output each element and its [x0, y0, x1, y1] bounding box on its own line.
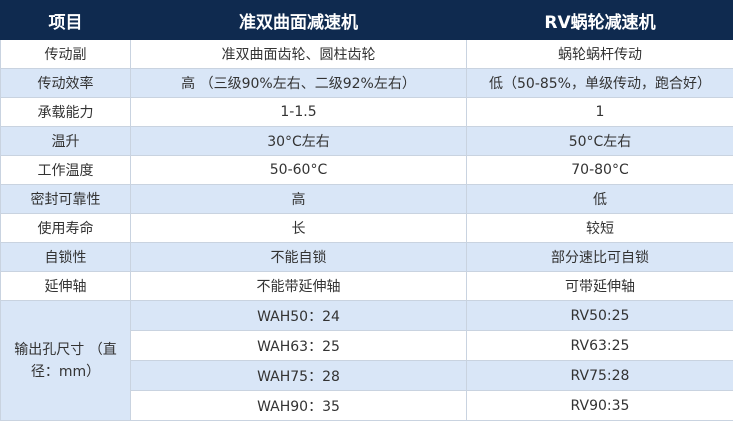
hypoid-value: 不能自锁	[130, 242, 467, 272]
hypoid-output-size: WAH50：24	[130, 300, 467, 331]
rv-value: 蜗轮蜗杆传动	[466, 39, 733, 69]
rv-value: 1	[466, 97, 733, 127]
rv-value: 可带延伸轴	[466, 271, 733, 301]
row-label: 密封可靠性	[0, 184, 131, 214]
row-label: 自锁性	[0, 242, 131, 272]
header-hypoid: 准双曲面减速机	[130, 0, 467, 40]
row-label: 温升	[0, 126, 131, 156]
hypoid-output-size: WAH63：25	[130, 330, 467, 361]
hypoid-output-size: WAH75：28	[130, 360, 467, 391]
hypoid-output-size: WAH90：35	[130, 390, 467, 421]
output-row: WAH90：35 RV90:35	[1, 390, 733, 421]
rv-output-size: RV50:25	[466, 300, 733, 331]
rv-output-size: RV75:28	[466, 360, 733, 391]
hypoid-value: 高 （三级90%左右、二级92%左右）	[130, 68, 467, 98]
output-size-label: 输出孔尺寸 （直径：mm）	[0, 300, 131, 421]
table-row: 使用寿命 长 较短	[0, 213, 733, 243]
rv-value: 低（50-85%，单级传动，跑合好）	[466, 68, 733, 98]
header-item: 项目	[0, 0, 131, 40]
hypoid-value: 准双曲面齿轮、圆柱齿轮	[130, 39, 467, 69]
comparison-table: 项目 准双曲面减速机 RV蜗轮减速机 传动副 准双曲面齿轮、圆柱齿轮 蜗轮蜗杆传…	[0, 0, 733, 421]
rv-value: 50°C左右	[466, 126, 733, 156]
table-row: 传动效率 高 （三级90%左右、二级92%左右） 低（50-85%，单级传动，跑…	[0, 68, 733, 98]
row-label: 工作温度	[0, 155, 131, 185]
hypoid-value: 不能带延伸轴	[130, 271, 467, 301]
hypoid-value: 50-60°C	[130, 155, 467, 185]
hypoid-value: 高	[130, 184, 467, 214]
header-rv-worm: RV蜗轮减速机	[466, 0, 733, 40]
row-label: 传动副	[0, 39, 131, 69]
table-row: 自锁性 不能自锁 部分速比可自锁	[0, 242, 733, 272]
table-row: 传动副 准双曲面齿轮、圆柱齿轮 蜗轮蜗杆传动	[0, 39, 733, 69]
table-row: 承载能力 1-1.5 1	[0, 97, 733, 127]
rv-output-size: RV90:35	[466, 390, 733, 421]
row-label: 承载能力	[0, 97, 131, 127]
hypoid-value: 1-1.5	[130, 97, 467, 127]
rv-value: 较短	[466, 213, 733, 243]
table-row: 温升 30°C左右 50°C左右	[0, 126, 733, 156]
row-label: 延伸轴	[0, 271, 131, 301]
hypoid-value: 30°C左右	[130, 126, 467, 156]
hypoid-value: 长	[130, 213, 467, 243]
row-label: 使用寿命	[0, 213, 131, 243]
table-row: 工作温度 50-60°C 70-80°C	[0, 155, 733, 185]
header-row: 项目 准双曲面减速机 RV蜗轮减速机	[0, 0, 733, 40]
row-label: 传动效率	[0, 68, 131, 98]
table-row: 延伸轴 不能带延伸轴 可带延伸轴	[0, 271, 733, 301]
rv-value: 低	[466, 184, 733, 214]
rv-value: 部分速比可自锁	[466, 242, 733, 272]
table-row: 密封可靠性 高 低	[0, 184, 733, 214]
output-row: WAH63：25 RV63:25	[1, 330, 733, 361]
rv-output-size: RV63:25	[466, 330, 733, 361]
rv-value: 70-80°C	[466, 155, 733, 185]
output-row: 输出孔尺寸 （直径：mm） WAH50：24 RV50:25	[0, 300, 733, 421]
